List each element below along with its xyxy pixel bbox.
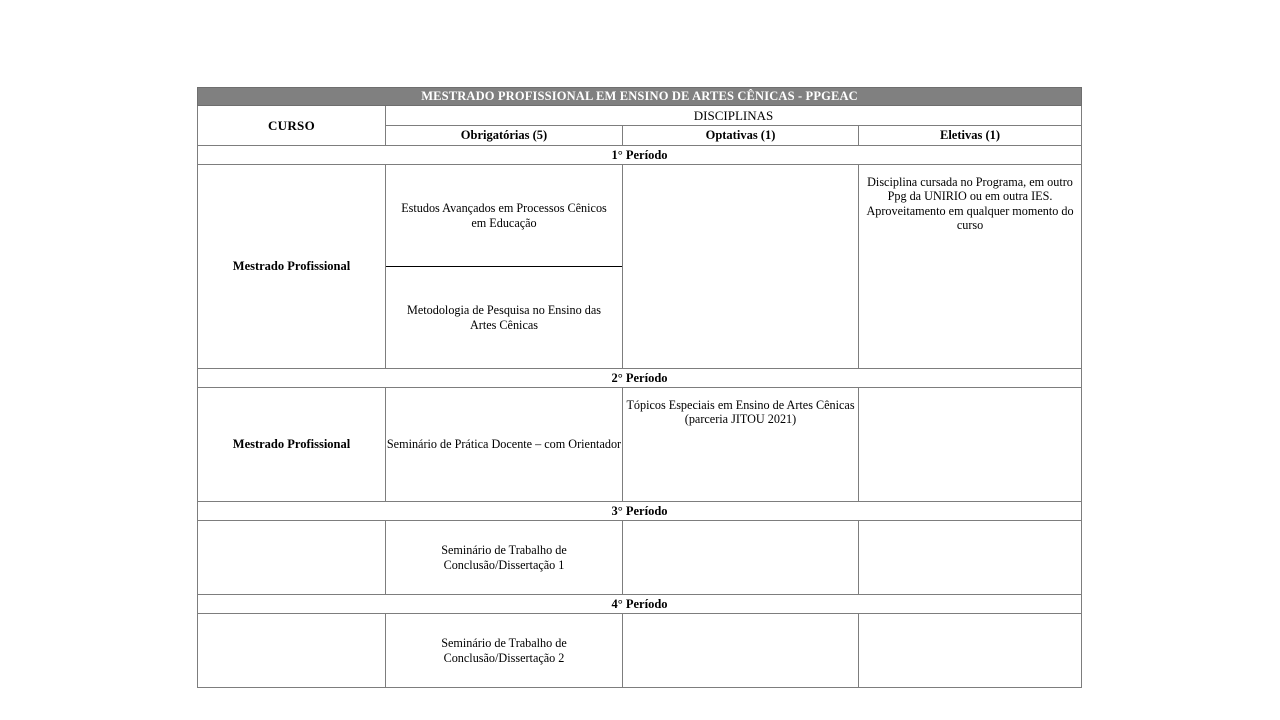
course-name-period-1: Mestrado Profissional [197,164,386,369]
column-header-optativas: Optativas (1) [622,125,859,146]
curriculum-table-container: MESTRADO PROFISSIONAL EM ENSINO DE ARTES… [196,87,1083,688]
table-title-row: MESTRADO PROFISSIONAL EM ENSINO DE ARTES… [196,87,1083,106]
obrigatorias-cell-period-4: Seminário de Trabalho de Conclusão/Disse… [385,613,623,688]
optativas-cell-period-3 [622,520,859,595]
period-separator-row: 4° Período [196,594,1083,614]
course-name-period-2: Mestrado Profissional [197,387,386,502]
eletivas-cell-period-2 [857,387,1083,502]
optativas-cell-period-2: Tópicos Especiais em Ensino de Artes Cên… [622,387,859,502]
period-separator-row: 1° Período [196,145,1083,165]
period-label-3: 3° Período [196,501,1083,521]
obrigatorias-cell-period-1: Estudos Avançados em Processos Cênicos e… [385,164,623,369]
period-separator-row: 3° Período [196,501,1083,521]
table-header-row-disciplinas: CURSO DISCIPLINAS [197,105,1083,146]
discipline-item: Estudos Avançados em Processos Cênicos e… [386,165,622,267]
obrigatorias-cell-period-2: Seminário de Prática Docente – com Orien… [385,387,623,502]
table-row: Mestrado Profissional Estudos Avançados … [197,164,1083,369]
period-label-2: 2° Período [196,368,1083,388]
table-row: Seminário de Trabalho de Conclusão/Disse… [197,520,1083,595]
optativas-cell-period-4 [622,613,859,688]
obrigatorias-cell-period-3: Seminário de Trabalho de Conclusão/Disse… [385,520,623,595]
discipline-item: Metodologia de Pesquisa no Ensino das Ar… [386,266,622,368]
period-label-1: 1° Período [196,145,1083,165]
column-header-obrigatorias: Obrigatórias (5) [385,125,623,146]
eletivas-cell-period-3 [857,520,1083,595]
optativas-cell-period-1 [622,164,859,369]
table-row: Mestrado Profissional Seminário de Práti… [197,387,1083,502]
obrigatorias-split-table: Estudos Avançados em Processos Cênicos e… [386,165,622,368]
eletivas-cell-period-1: Disciplina cursada no Programa, em outro… [857,164,1083,369]
column-header-curso: CURSO [197,105,386,146]
course-name-period-4 [197,613,386,688]
column-header-eletivas: Eletivas (1) [857,125,1083,146]
table-row: Metodologia de Pesquisa no Ensino das Ar… [386,266,622,368]
program-title: MESTRADO PROFISSIONAL EM ENSINO DE ARTES… [196,87,1083,106]
table-row: Seminário de Trabalho de Conclusão/Disse… [197,613,1083,688]
eletivas-cell-period-4 [857,613,1083,688]
curriculum-table: MESTRADO PROFISSIONAL EM ENSINO DE ARTES… [196,87,1083,688]
table-header-row-subcolumns: Obrigatórias (5) Optativas (1) Eletivas … [198,125,1083,146]
course-name-period-3 [197,520,386,595]
column-header-disciplinas: DISCIPLINAS [384,105,1083,126]
period-label-4: 4° Período [196,594,1083,614]
table-row: Estudos Avançados em Processos Cênicos e… [386,165,622,267]
period-separator-row: 2° Período [196,368,1083,388]
